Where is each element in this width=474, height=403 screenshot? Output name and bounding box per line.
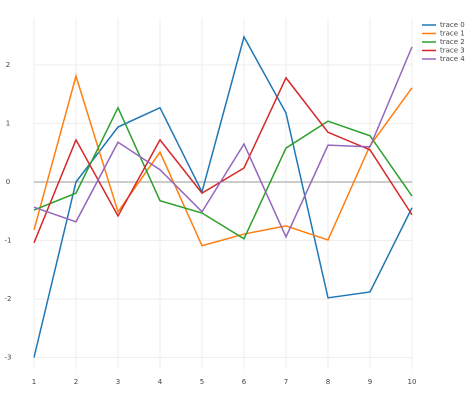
x-tick-label: 3 (116, 378, 120, 386)
y-tick-label: -3 (5, 354, 12, 362)
x-tick-label: 6 (242, 378, 247, 386)
legend-label: trace 1 (440, 30, 465, 38)
y-tick-label: 0 (6, 178, 10, 186)
line (33, 34, 413, 358)
legend-label: trace 3 (440, 47, 465, 55)
x-tick-label: 8 (326, 378, 330, 386)
x-tick-label: 10 (408, 378, 417, 386)
x-tick-label: 4 (158, 378, 163, 386)
x-tick-label: 1 (32, 378, 36, 386)
x-tick-label: 7 (284, 378, 288, 386)
line (33, 46, 413, 239)
y-tick-label: 2 (6, 61, 10, 69)
legend-label: trace 2 (440, 38, 465, 46)
y-tick-label: -2 (5, 295, 12, 303)
line (33, 105, 413, 240)
line (33, 76, 413, 244)
line (33, 73, 413, 247)
legend-label: trace 4 (440, 55, 465, 63)
y-tick-label: 1 (6, 120, 10, 128)
x-tick-label: 9 (368, 378, 372, 386)
x-tick-label: 2 (74, 378, 78, 386)
legend-label: trace 0 (440, 21, 465, 29)
x-tick-label: 5 (200, 378, 204, 386)
y-tick-label: -1 (5, 237, 12, 245)
